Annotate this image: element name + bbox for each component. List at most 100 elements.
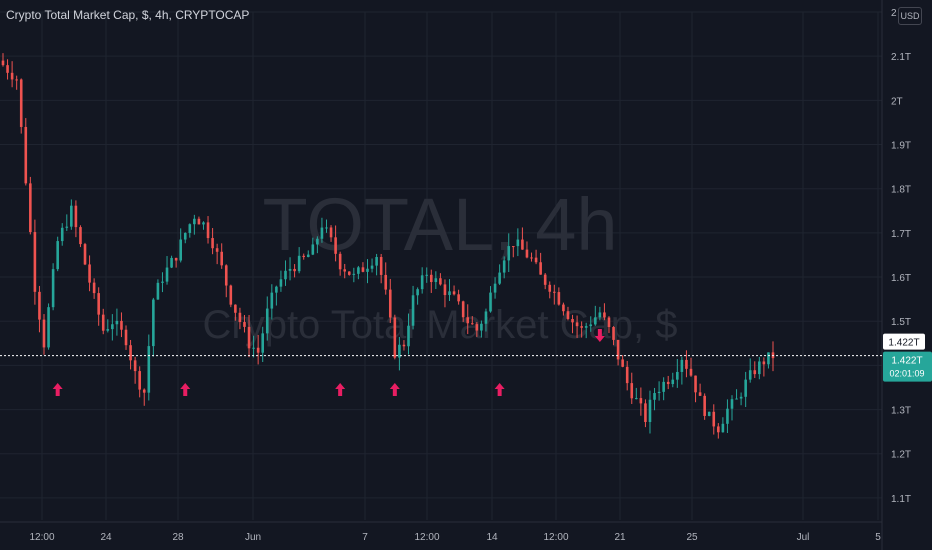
candle-body	[352, 273, 356, 275]
candle-body	[329, 227, 333, 238]
candle-body	[466, 317, 470, 324]
last-price-tag	[883, 351, 932, 382]
candle-body	[562, 304, 565, 312]
candle-body	[142, 389, 146, 393]
candle-body	[502, 260, 506, 273]
candle-body	[361, 267, 365, 272]
candle-body	[170, 257, 173, 268]
candle-body	[29, 183, 32, 233]
candle-body	[625, 366, 629, 384]
candle-body	[343, 269, 347, 272]
candle-body	[553, 291, 556, 293]
price-scale-label: 1.9T	[891, 141, 911, 152]
candle-body	[721, 423, 725, 433]
candle-body	[74, 205, 78, 228]
candle-body	[6, 65, 9, 73]
candle-body	[79, 227, 82, 245]
candle-body	[366, 268, 369, 272]
candle-body	[630, 383, 634, 399]
candle-body	[498, 272, 501, 284]
candle-body	[311, 244, 315, 255]
candle-body	[197, 218, 201, 225]
candle-body	[38, 291, 41, 320]
candle-body	[220, 251, 223, 266]
candle-body	[657, 391, 661, 394]
candle-body	[42, 319, 46, 348]
currency-badge[interactable]: USD	[898, 7, 922, 25]
watermark-title: TOTAL, 4h	[262, 183, 617, 266]
candle-body	[275, 286, 278, 293]
candle-body	[434, 278, 438, 283]
candle-body	[584, 326, 588, 328]
candle-body	[425, 274, 429, 276]
candle-body	[183, 232, 187, 240]
price-scale-label: 1.3T	[891, 406, 911, 417]
candle-body	[543, 274, 547, 285]
candle-body	[548, 284, 552, 292]
candle-body	[129, 345, 132, 361]
candle-body	[612, 327, 615, 340]
candle-body	[758, 361, 761, 375]
candle-body	[83, 244, 87, 265]
candle-body	[635, 398, 638, 400]
candle-body	[92, 282, 96, 294]
candle-body	[707, 411, 711, 416]
candle-body	[739, 396, 743, 399]
candle-body	[15, 79, 18, 81]
candle-body	[33, 232, 37, 292]
candle-body	[306, 254, 310, 258]
candle-body	[51, 269, 55, 308]
candle-body	[316, 238, 319, 245]
candle-body	[120, 320, 123, 330]
candle-body	[694, 375, 697, 393]
candle-body	[111, 324, 114, 330]
price-scale-label: 1.7T	[891, 229, 911, 240]
candle-body	[516, 239, 520, 247]
candle-body	[416, 289, 419, 296]
candle-body	[407, 325, 410, 347]
candle-body	[598, 312, 602, 318]
time-axis-label: 7	[362, 532, 368, 543]
candle-body	[703, 395, 706, 416]
candle-body	[571, 318, 574, 323]
candle-body	[261, 333, 265, 353]
candle-body	[47, 307, 50, 348]
candle-body	[357, 267, 360, 274]
candle-body	[726, 408, 729, 424]
candle-body	[179, 239, 182, 261]
annotation-arrow-up-icon	[389, 383, 400, 396]
candle-body	[147, 346, 151, 393]
candle-body	[202, 222, 205, 225]
candle-body	[666, 381, 670, 385]
candle-body	[393, 317, 397, 358]
annotation-arrow-down-icon	[594, 329, 605, 342]
candle-body	[60, 227, 64, 242]
candle-body	[124, 329, 128, 346]
candle-body	[215, 248, 219, 252]
candle-body	[429, 274, 433, 283]
time-axis-label: 21	[614, 532, 626, 543]
candle-body	[420, 275, 424, 290]
time-axis-label: 24	[100, 532, 112, 543]
candle-body	[247, 326, 251, 349]
price-scale-label: 1.2T	[891, 450, 911, 461]
time-axis-label: 12:00	[543, 532, 568, 543]
candle-body	[211, 238, 214, 249]
candle-body	[388, 289, 392, 318]
candle-body	[174, 257, 178, 261]
candle-body	[530, 257, 533, 259]
candle-body	[193, 218, 196, 225]
candle-body	[607, 317, 611, 328]
candle-body	[566, 311, 570, 319]
candle-body	[165, 267, 169, 282]
time-axis-label: 14	[486, 532, 498, 543]
candle-body	[639, 398, 643, 404]
candle-body	[325, 227, 328, 229]
candle-body	[539, 262, 542, 275]
symbol-title[interactable]: Crypto Total Market Cap, $, 4h, CRYPTOCA…	[6, 8, 250, 22]
candle-body	[744, 379, 747, 397]
candle-body	[676, 371, 679, 380]
candle-body	[297, 255, 301, 272]
